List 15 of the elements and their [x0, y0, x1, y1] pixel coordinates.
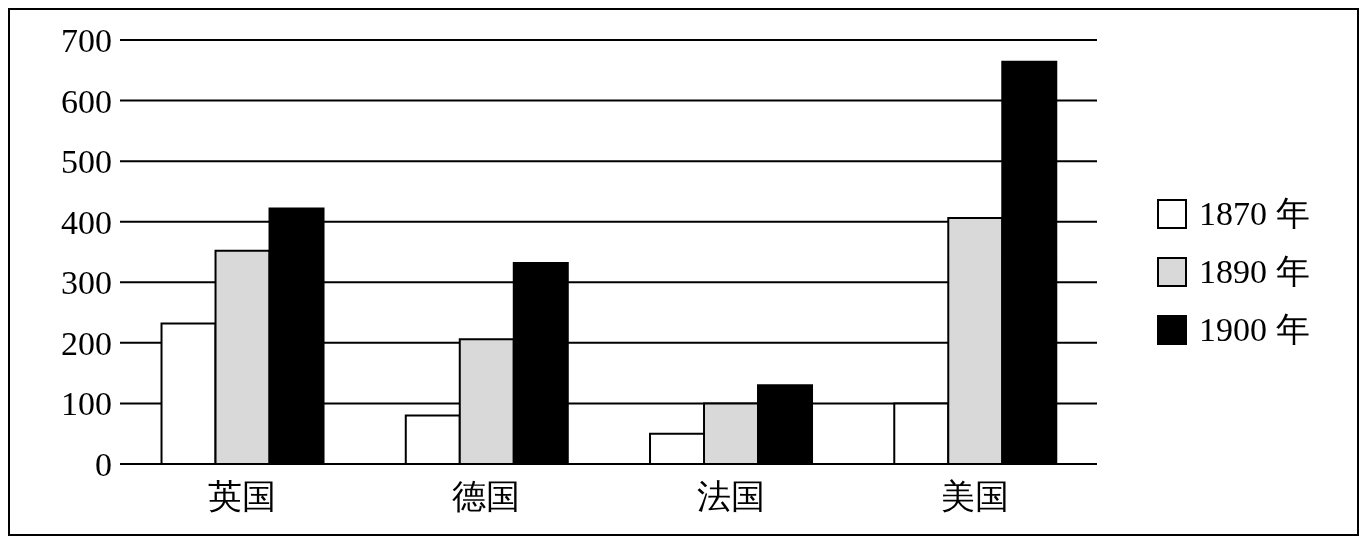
y-tick-label: 600	[61, 82, 112, 120]
y-tick-label: 0	[95, 446, 112, 484]
legend-label: 1890 年	[1199, 252, 1310, 292]
y-tick-label: 500	[61, 143, 112, 181]
x-tick-label: 法国	[696, 478, 765, 516]
y-tick-label: 300	[61, 264, 112, 302]
y-tick-label: 200	[61, 324, 112, 362]
y-tick-label: 100	[61, 385, 112, 423]
y-tick-label: 400	[61, 203, 112, 241]
legend-label: 1900 年	[1199, 310, 1310, 350]
x-tick-label: 美国	[940, 478, 1009, 516]
x-tick-label: 英国	[208, 478, 277, 516]
y-tick-label: 700	[61, 22, 112, 60]
x-tick-label: 德国	[452, 478, 521, 516]
legend-label: 1870 年	[1199, 194, 1310, 234]
